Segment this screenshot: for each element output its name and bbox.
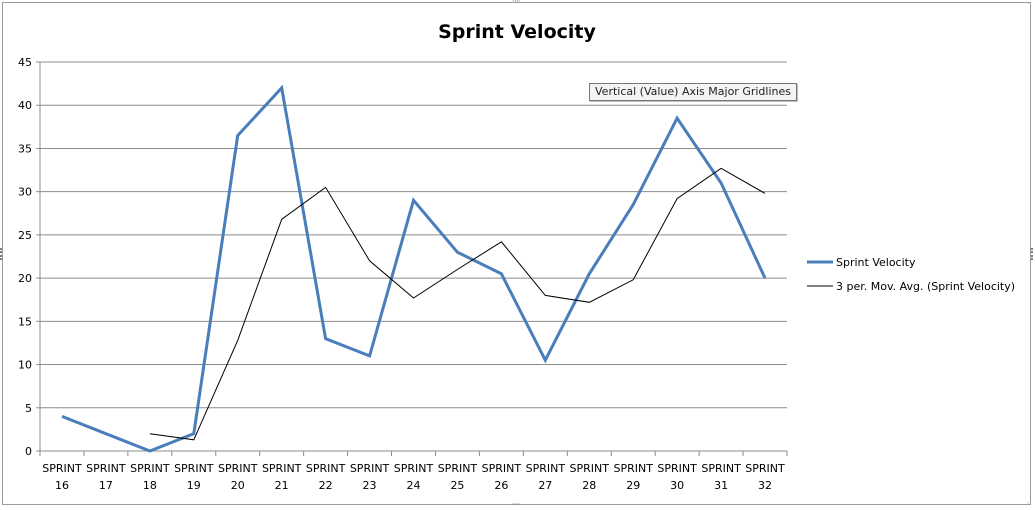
x-tick-label: SPRINT 22 — [306, 462, 346, 492]
y-tick-label: 0 — [25, 445, 32, 458]
legend-label[interactable]: 3 per. Mov. Avg. (Sprint Velocity) — [836, 280, 1015, 293]
axes[interactable] — [39, 62, 788, 456]
legend-label[interactable]: Sprint Velocity — [836, 256, 916, 269]
y-tick-label: 35 — [18, 142, 32, 155]
x-tick-label: SPRINT 32 — [745, 462, 785, 492]
y-tick-label: 40 — [18, 99, 32, 112]
x-tick-label: SPRINT 29 — [613, 462, 653, 492]
resize-handle-top[interactable]: ···· — [512, 0, 521, 7]
resize-handle-bottom-left[interactable]: · — [1, 499, 4, 508]
y-axis-tick-labels: 0 5 10 15 20 25 30 35 40 45 — [18, 56, 32, 458]
x-tick-label: SPRINT 16 — [42, 462, 82, 492]
x-tick-label: SPRINT 18 — [130, 462, 170, 492]
x-tick-label: SPRINT 21 — [262, 462, 302, 492]
x-tick-label: SPRINT 27 — [526, 462, 566, 492]
resize-handle-top-right[interactable]: · — [1027, 0, 1030, 8]
resize-handle-bottom-right[interactable]: · — [1027, 499, 1030, 508]
series-line-2[interactable] — [149, 167, 766, 441]
resize-handle-bottom[interactable]: ···· — [512, 500, 521, 510]
y-tick-label: 5 — [25, 402, 32, 415]
x-tick-label: SPRINT 23 — [350, 462, 390, 492]
chart-title[interactable]: Sprint Velocity — [438, 21, 596, 43]
x-tick-label: SPRINT 24 — [394, 462, 434, 492]
x-tick-label: SPRINT 30 — [657, 462, 697, 492]
resize-handle-top-left[interactable]: · — [1, 0, 4, 8]
gridlines[interactable] — [36, 61, 787, 452]
legend[interactable]: Sprint Velocity 3 per. Mov. Avg. (Sprint … — [807, 256, 1015, 293]
y-tick-label: 10 — [18, 359, 32, 372]
y-tick-label: 25 — [18, 229, 32, 242]
y-tick-label: 20 — [18, 272, 32, 285]
x-tick-label: SPRINT 26 — [482, 462, 522, 492]
x-tick-label: SPRINT 17 — [86, 462, 126, 492]
x-tick-label: SPRINT 20 — [218, 462, 258, 492]
chart-tooltip: Vertical (Value) Axis Major Gridlines — [589, 83, 797, 101]
x-tick-label: SPRINT 31 — [701, 462, 741, 492]
resize-handle-right[interactable] — [1027, 248, 1033, 260]
series-line-1[interactable] — [61, 84, 767, 453]
series-lines[interactable] — [61, 84, 767, 453]
y-tick-label: 30 — [18, 186, 32, 199]
resize-handle-left[interactable] — [0, 248, 6, 260]
y-tick-label: 15 — [18, 315, 32, 328]
x-tick-label: SPRINT 25 — [438, 462, 478, 492]
x-tick-label: SPRINT 28 — [570, 462, 610, 492]
y-tick-label: 45 — [18, 56, 32, 69]
x-tick-label: SPRINT 19 — [174, 462, 214, 492]
